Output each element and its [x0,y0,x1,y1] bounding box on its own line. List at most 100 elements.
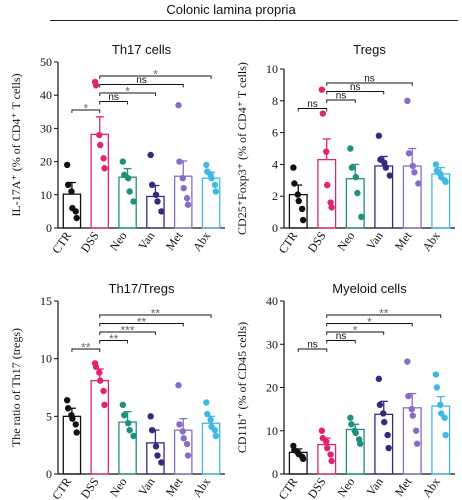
data-point [348,164,356,171]
y-tick-label: 0 [272,221,278,235]
data-point [119,158,127,165]
panel-2: Tregs CD25⁺Foxp3⁺ (% of CD4⁺ T cells) 0 2 4 6… [235,42,455,256]
data-point [405,150,413,157]
data-point [69,415,76,422]
significance-label: ** [151,307,161,321]
data-point [97,377,104,384]
x-tick-label: DSS [78,475,102,500]
significance-label: ** [81,341,91,355]
data-point [437,401,444,408]
significance-label: ns [364,74,375,85]
y-tick-label: 0 [46,467,52,481]
data-point [184,201,192,208]
bar-neo [345,178,365,229]
significance-bracket [326,91,385,95]
significance-bracket [297,348,328,352]
data-point [63,396,71,404]
data-point [121,411,128,419]
significance-bracket [326,314,442,318]
data-point [356,440,364,447]
y-tick-label: 2 [272,189,278,203]
data-point [180,184,187,192]
data-point [154,198,161,205]
panel-title: Th17/Tregs [109,281,175,296]
data-point [100,155,107,162]
significance-bracket [326,99,356,103]
data-point [385,444,392,452]
significance-bracket [326,323,413,327]
data-point [154,452,161,459]
x-tick-label: CTR [275,475,300,500]
data-point [130,198,137,205]
y-tick-label: 40 [40,88,52,102]
data-point [352,173,360,181]
data-point [380,410,387,417]
data-point [295,197,302,205]
data-point [318,86,326,93]
data-point [203,399,210,406]
panel-1: Th17 cells IL-17A⁺ (% of CD4⁺ T cells) 0 10… [9,42,225,256]
x-tick-label: Van [135,229,157,252]
x-tick-label: DSS [305,229,329,255]
x-tick-label: Abx [190,475,213,500]
significance-label: * [353,324,358,338]
data-point [212,188,220,195]
data-point [328,457,335,465]
significance-label: ns [108,92,119,103]
data-point [299,455,307,463]
panel-4: Myeloid cells CD11b⁺ (% of CD45 cells) 0 10… [235,281,455,500]
x-tick-label: CTR [49,475,74,500]
data-point [207,416,214,423]
significance-bracket [99,92,156,96]
data-point [203,161,210,169]
y-tick-label: 30 [266,337,278,351]
data-point [211,181,219,189]
significance-label: ns [307,99,318,110]
data-point [438,410,445,417]
data-point [404,358,411,365]
panel-3: Th17/Tregs The ratio of Th17 (tregs) 0 5 10 1… [9,281,225,500]
data-point [442,431,449,439]
y-tick-label: 0 [46,221,52,235]
data-point [183,440,191,448]
data-point [147,413,154,420]
significance-bracket [99,75,212,79]
significance-bracket [99,331,156,335]
significance-label: * [153,68,158,82]
significance-bracket [71,109,101,113]
data-point [323,148,330,155]
x-tick-label: DSS [305,475,329,500]
data-point [441,414,448,421]
data-point [101,401,108,408]
data-point [354,189,361,197]
significance-label: ns [307,340,318,351]
significance-label: * [125,85,130,99]
y-tick-label: 5 [46,409,52,423]
data-point [184,452,192,459]
data-point [126,426,133,434]
y-axis-label: IL-17A⁺ (% of CD4⁺ T cells) [9,73,23,216]
data-point [412,427,420,434]
bar-neo [345,428,365,475]
data-point [130,432,137,440]
significance-bracket [297,108,328,112]
data-point [358,213,365,221]
x-tick-label: CTR [49,229,74,256]
significance-bracket [71,348,101,352]
y-axis-label: CD25⁺Foxp3⁺ (% of CD4⁺ T cells) [235,62,249,235]
x-tick-label: Neo [107,229,130,253]
y-tick-label: 10 [40,352,52,366]
x-tick-label: DSS [78,229,102,255]
data-point [97,141,104,149]
bar-dss [90,379,110,475]
data-point [411,169,418,176]
data-point [298,205,306,213]
y-tick-label: 0 [272,467,278,481]
panel-title: Tregs [353,42,386,57]
data-point [348,421,355,428]
significance-bracket [99,340,129,344]
data-point [183,194,191,202]
x-tick-label: Neo [107,475,130,499]
significance-label: ns [336,91,347,102]
x-tick-label: Met [392,228,415,252]
